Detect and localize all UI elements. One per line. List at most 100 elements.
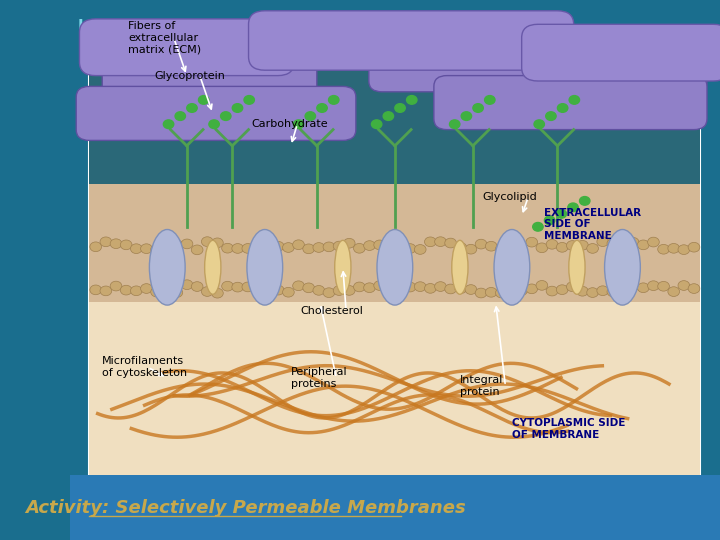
Circle shape [262, 288, 274, 298]
Circle shape [150, 287, 163, 297]
Circle shape [140, 284, 152, 293]
Circle shape [110, 239, 122, 248]
Circle shape [209, 120, 220, 129]
Circle shape [657, 281, 670, 291]
Circle shape [617, 237, 629, 247]
Circle shape [163, 120, 174, 129]
Circle shape [222, 281, 233, 291]
Circle shape [140, 244, 152, 254]
Circle shape [544, 216, 555, 225]
Circle shape [526, 284, 538, 294]
Circle shape [313, 242, 325, 252]
Circle shape [110, 281, 122, 291]
FancyBboxPatch shape [102, 43, 317, 103]
FancyBboxPatch shape [70, 475, 720, 540]
Ellipse shape [335, 240, 351, 294]
Circle shape [394, 287, 406, 297]
Circle shape [546, 286, 558, 296]
Ellipse shape [149, 230, 185, 305]
Circle shape [668, 287, 680, 296]
Circle shape [354, 244, 365, 253]
Circle shape [414, 282, 426, 292]
Circle shape [242, 244, 253, 253]
Circle shape [597, 286, 608, 295]
Circle shape [292, 281, 305, 291]
Circle shape [473, 104, 483, 112]
Circle shape [516, 245, 528, 254]
Circle shape [516, 286, 528, 295]
Circle shape [557, 104, 568, 112]
Circle shape [534, 120, 544, 129]
Circle shape [383, 112, 394, 120]
Circle shape [171, 288, 183, 298]
Circle shape [171, 240, 183, 249]
FancyBboxPatch shape [369, 27, 707, 92]
Circle shape [323, 288, 335, 298]
Circle shape [303, 244, 315, 254]
Circle shape [657, 245, 670, 254]
Circle shape [647, 281, 660, 291]
FancyBboxPatch shape [89, 43, 701, 475]
Circle shape [505, 241, 518, 251]
Circle shape [587, 244, 598, 253]
Circle shape [678, 245, 690, 254]
FancyBboxPatch shape [79, 19, 294, 76]
Circle shape [354, 282, 365, 292]
Circle shape [495, 288, 507, 298]
Ellipse shape [569, 240, 585, 294]
Text: LE 7-7: LE 7-7 [78, 19, 131, 34]
Circle shape [192, 282, 203, 292]
Circle shape [505, 283, 518, 293]
Circle shape [150, 245, 163, 254]
Circle shape [407, 96, 417, 104]
Circle shape [130, 286, 142, 296]
Circle shape [567, 282, 578, 292]
FancyBboxPatch shape [89, 286, 701, 475]
Circle shape [668, 244, 680, 253]
Circle shape [384, 284, 396, 294]
Circle shape [161, 238, 173, 247]
FancyBboxPatch shape [248, 11, 574, 70]
Circle shape [120, 240, 132, 249]
Circle shape [546, 239, 558, 249]
Ellipse shape [451, 240, 468, 294]
Text: Glycolipid: Glycolipid [482, 192, 537, 202]
Circle shape [372, 120, 382, 129]
Circle shape [637, 240, 649, 249]
Circle shape [617, 280, 629, 290]
Text: EXTRACELLULAR
SIDE OF
MEMBRANE: EXTRACELLULAR SIDE OF MEMBRANE [544, 207, 642, 241]
Circle shape [435, 237, 446, 247]
Circle shape [425, 284, 436, 293]
Text: Cholesterol: Cholesterol [300, 306, 364, 315]
Circle shape [445, 238, 456, 248]
Ellipse shape [377, 230, 413, 305]
Circle shape [536, 280, 548, 290]
Circle shape [475, 239, 487, 249]
Circle shape [462, 112, 472, 120]
Circle shape [252, 282, 264, 292]
Circle shape [425, 237, 436, 247]
Ellipse shape [605, 230, 640, 305]
Circle shape [272, 285, 284, 295]
Circle shape [485, 287, 497, 297]
Text: Activity: Selectively Permeable Membranes: Activity: Selectively Permeable Membrane… [25, 498, 466, 517]
Circle shape [242, 282, 253, 292]
Text: Integral
protein: Integral protein [460, 375, 503, 397]
Circle shape [374, 240, 385, 250]
Text: Microfilaments
of cytoskeleton: Microfilaments of cytoskeleton [102, 356, 187, 378]
Circle shape [395, 104, 405, 112]
Circle shape [323, 242, 335, 252]
Circle shape [404, 244, 416, 253]
Circle shape [181, 280, 193, 289]
Circle shape [688, 242, 700, 252]
Circle shape [90, 285, 102, 295]
Circle shape [495, 244, 507, 254]
Circle shape [533, 222, 543, 231]
Circle shape [252, 242, 264, 252]
Circle shape [262, 241, 274, 251]
Circle shape [202, 237, 213, 246]
Circle shape [556, 210, 567, 218]
Circle shape [557, 285, 568, 294]
Circle shape [637, 283, 649, 293]
Circle shape [485, 96, 495, 104]
